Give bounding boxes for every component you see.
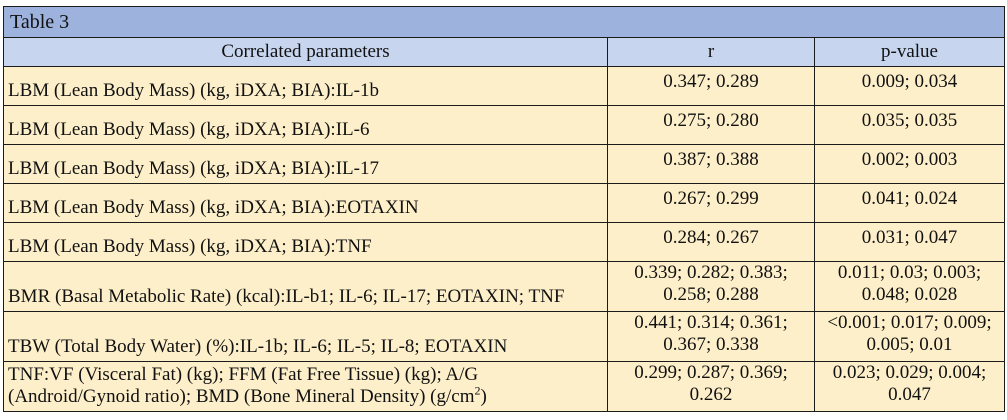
p-cell: 0.041; 0.024 [813, 183, 1006, 223]
param-cell: TBW (Total Body Water) (%):IL-1b; IL-6; … [3, 311, 608, 362]
table-row: TBW (Total Body Water) (%):IL-1b; IL-6; … [3, 311, 1006, 362]
table-container: Table 3 Correlated parameters r p-value … [2, 6, 1006, 412]
header-correlated-parameters: Correlated parameters [3, 37, 608, 67]
r-cell: 0.441; 0.314; 0.361; 0.367; 0.338 [607, 311, 815, 362]
r-cell: 0.339; 0.282; 0.383; 0.258; 0.288 [607, 261, 815, 312]
table-row: BMR (Basal Metabolic Rate) (kcal):IL-b1;… [3, 261, 1006, 312]
table-row: LBM (Lean Body Mass) (kg, iDXA; BIA):IL-… [3, 144, 1006, 184]
table-caption: Table 3 [2, 6, 1006, 38]
param-cell: LBM (Lean Body Mass) (kg, iDXA; BIA):IL-… [3, 66, 608, 106]
p-cell: 0.002; 0.003 [813, 144, 1006, 184]
r-cell: 0.347; 0.289 [607, 66, 815, 106]
param-cell: TNF:VF (Visceral Fat) (kg); FFM (Fat Fre… [3, 361, 608, 412]
table-row: LBM (Lean Body Mass) (kg, iDXA; BIA):TNF… [3, 222, 1006, 262]
r-cell: 0.299; 0.287; 0.369; 0.262 [607, 361, 815, 412]
r-cell: 0.284; 0.267 [607, 222, 815, 262]
caption-row: Table 3 [2, 6, 1006, 38]
param-cell: LBM (Lean Body Mass) (kg, iDXA; BIA):TNF [3, 222, 608, 262]
table-row: TNF:VF (Visceral Fat) (kg); FFM (Fat Fre… [3, 361, 1006, 412]
p-cell: 0.031; 0.047 [813, 222, 1006, 262]
param-tail: ) [480, 386, 487, 407]
table-row: LBM (Lean Body Mass) (kg, iDXA; BIA):IL-… [3, 105, 1006, 145]
p-cell: 0.023; 0.029; 0.004; 0.047 [813, 361, 1006, 412]
p-cell: <0.001; 0.017; 0.009; 0.005; 0.01 [813, 311, 1006, 362]
header-row: Correlated parameters r p-value [3, 37, 1006, 67]
superscript: 2 [474, 383, 481, 398]
r-cell: 0.267; 0.299 [607, 183, 815, 223]
param-cell: BMR (Basal Metabolic Rate) (kcal):IL-b1;… [3, 261, 608, 312]
param-text: TNF:VF (Visceral Fat) (kg); FFM (Fat Fre… [8, 364, 479, 407]
p-cell: 0.009; 0.034 [813, 66, 1006, 106]
table-row: LBM (Lean Body Mass) (kg, iDXA; BIA):EOT… [3, 183, 1006, 223]
param-cell: LBM (Lean Body Mass) (kg, iDXA; BIA):IL-… [3, 105, 608, 145]
table-row: LBM (Lean Body Mass) (kg, iDXA; BIA):IL-… [3, 66, 1006, 106]
r-cell: 0.387; 0.388 [607, 144, 815, 184]
data-table: Table 3 Correlated parameters r p-value … [2, 6, 1006, 412]
param-cell: LBM (Lean Body Mass) (kg, iDXA; BIA):EOT… [3, 183, 608, 223]
header-r: r [607, 37, 815, 67]
header-p-value: p-value [813, 37, 1006, 67]
param-cell: LBM (Lean Body Mass) (kg, iDXA; BIA):IL-… [3, 144, 608, 184]
r-cell: 0.275; 0.280 [607, 105, 815, 145]
p-cell: 0.011; 0.03; 0.003; 0.048; 0.028 [813, 261, 1006, 312]
p-cell: 0.035; 0.035 [813, 105, 1006, 145]
